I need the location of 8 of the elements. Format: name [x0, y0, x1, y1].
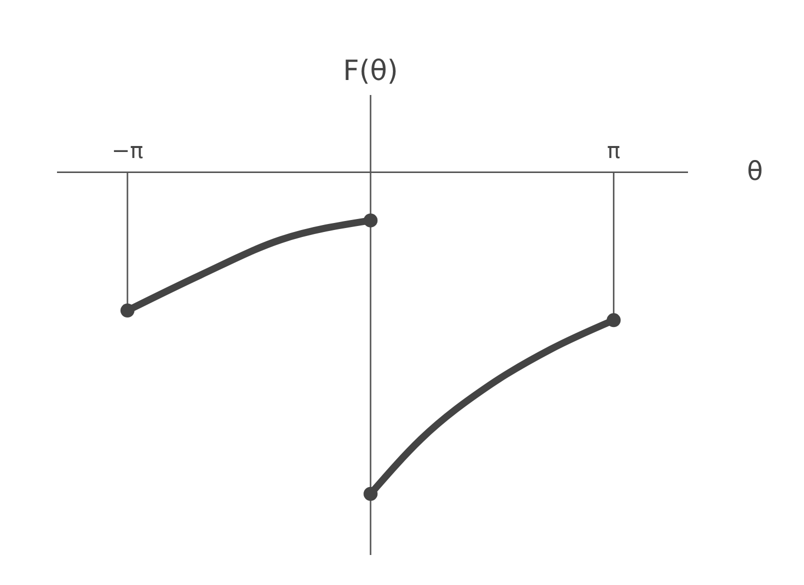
x-axis-title: θ [747, 157, 763, 188]
x-tick-label: −π [112, 139, 144, 164]
y-axis-title: F(θ) [343, 54, 398, 87]
x-tick-label: π [607, 139, 620, 164]
point [606, 313, 621, 328]
point [120, 304, 134, 318]
point [364, 486, 378, 501]
point [364, 213, 378, 228]
